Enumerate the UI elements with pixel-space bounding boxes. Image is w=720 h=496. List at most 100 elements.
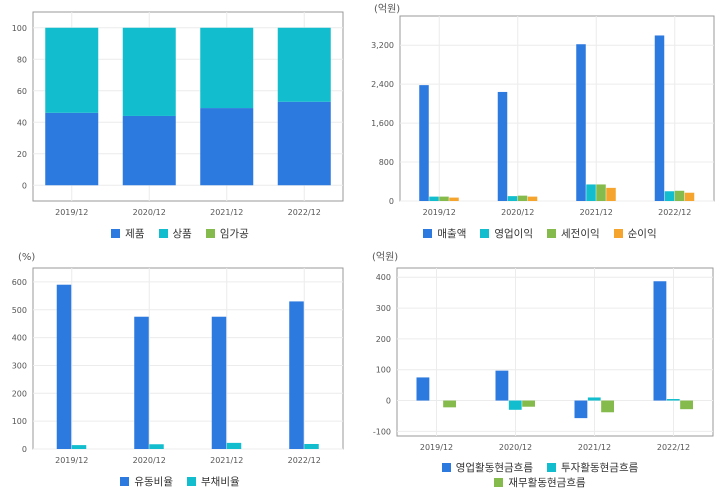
- bar-series-0-2022-12: [654, 35, 665, 202]
- y-tick-label: 200: [12, 389, 27, 398]
- bar-series-3-2021-12: [606, 187, 616, 201]
- chart-ratios: 0 100 200 300 400 500 600 (%) 2019/12 2020/12 2021…: [12, 252, 344, 465]
- legend-product-mix: 제품 상품 임가공: [0, 226, 360, 241]
- y-tick-label: 0: [22, 445, 27, 454]
- y-tick-label: 3,200: [371, 41, 394, 50]
- bar-series-2-2022-12: [674, 190, 685, 201]
- bar-series-1-2022-12: [664, 191, 675, 201]
- legend-label: 투자활동현금흐름: [561, 462, 639, 474]
- legend-item-1[interactable]: 상품: [158, 226, 192, 241]
- y-tick-label: 0: [389, 197, 394, 206]
- x-tick-label: 2021/12: [210, 456, 243, 465]
- bar-series-0-2019-12: [56, 284, 72, 449]
- y-tick-label: 0: [22, 181, 27, 190]
- legend-swatch: [111, 229, 121, 238]
- bar-series-0-2021-12: [576, 44, 586, 201]
- bar-series-1-2019-12: [71, 445, 87, 449]
- legend-label: 세전이익: [561, 228, 600, 240]
- y-tick-label: 40: [17, 118, 27, 127]
- legend-item-1[interactable]: 부채비율: [187, 474, 240, 489]
- legend-item-0[interactable]: 영업활동현금흐름: [441, 460, 533, 475]
- legend-swatch: [547, 229, 556, 238]
- bar-series-0-2020-12: [495, 370, 509, 401]
- x-tick-label: 2019/12: [423, 208, 456, 217]
- y-tick-label: 100: [12, 417, 27, 426]
- legend-swatch: [494, 478, 504, 487]
- bar-series-1-2020-12: [508, 400, 522, 410]
- legend-swatch: [547, 463, 556, 472]
- chart-panel-product-mix: 0 20 40 60 80 100 2019/12 2020/12 2021/12 2022/12…: [0, 0, 360, 248]
- legend-swatch: [441, 463, 451, 472]
- legend-item-2[interactable]: 임가공: [205, 226, 249, 241]
- bar-series-1-2020-12: [149, 444, 164, 449]
- bar-series-2-2021-12: [601, 400, 614, 413]
- bar--2022-12: [277, 27, 331, 102]
- legend-label: 부채비율: [201, 476, 240, 488]
- legend-item-2[interactable]: 재무활동현금흐름: [494, 475, 586, 490]
- bar-series-1-2019-12: [429, 196, 439, 201]
- legend-label: 순이익: [627, 228, 657, 240]
- bar-series-1-2021-12: [226, 442, 242, 449]
- legend-swatch: [423, 229, 433, 238]
- bar-series-2-2019-12: [439, 196, 449, 201]
- y-tick-label: 800: [379, 158, 394, 167]
- x-tick-label: 2022/12: [657, 443, 690, 452]
- legend-item-0[interactable]: 유동비율: [120, 474, 173, 489]
- legend-item-0[interactable]: 매출액: [423, 226, 466, 241]
- bar-series-0-2020-12: [134, 316, 149, 449]
- y-tick-label: 500: [12, 306, 27, 315]
- x-tick-label: 2022/12: [288, 208, 321, 217]
- legend-label: 제품: [125, 228, 145, 240]
- y-tick-label: 300: [12, 361, 27, 370]
- x-tick-label: 2021/12: [580, 208, 613, 217]
- y-tick-label: 400: [12, 334, 27, 343]
- legend-item-0[interactable]: 제품: [111, 226, 145, 241]
- unit-label: (억원): [374, 3, 400, 15]
- bar--2019-12: [45, 112, 99, 186]
- legend-swatch: [158, 229, 168, 238]
- unit-label: (억원): [372, 251, 398, 263]
- legend-swatch: [613, 229, 623, 238]
- x-tick-label: 2020/12: [501, 208, 534, 217]
- bar-series-0-2021-12: [574, 400, 588, 419]
- x-tick-label: 2019/12: [55, 208, 88, 217]
- bar-series-3-2019-12: [449, 197, 459, 201]
- bar-series-2-2020-12: [517, 195, 528, 201]
- chart-panel-cashflow: -100 0 100 200 300 400 (억원) 2019/12 2020/12 2021/…: [360, 248, 720, 496]
- bar-series-1-2020-12: [507, 196, 518, 201]
- bar-series-0-2022-12: [289, 301, 304, 449]
- bar-series-3-2022-12: [684, 192, 695, 201]
- legend-label: 매출액: [437, 228, 467, 240]
- legend-label: 재무활동현금흐름: [508, 477, 586, 489]
- bar-series-3-2020-12: [527, 196, 538, 201]
- bar--2020-12: [122, 115, 176, 186]
- y-tick-label: 300: [376, 304, 391, 313]
- bar-series-1-2021-12: [586, 184, 596, 201]
- legend-label: 영업활동현금흐름: [455, 462, 533, 474]
- bar-series-0-2020-12: [497, 91, 508, 201]
- y-tick-label: 0: [386, 397, 391, 406]
- legend-swatch: [480, 229, 490, 238]
- x-tick-label: 2021/12: [578, 443, 611, 452]
- bar--2021-12: [200, 108, 254, 186]
- x-tick-label: 2020/12: [133, 456, 166, 465]
- x-tick-label: 2022/12: [658, 208, 691, 217]
- x-tick-label: 2020/12: [133, 208, 166, 217]
- legend-item-3[interactable]: 순이익: [613, 226, 657, 241]
- y-tick-label: 100: [12, 24, 27, 33]
- legend-item-2[interactable]: 세전이익: [547, 226, 600, 241]
- x-tick-label: 2021/12: [210, 208, 243, 217]
- chart-product-mix: 0 20 40 60 80 100 2019/12 2020/12 2021/12 2022/12: [12, 11, 344, 217]
- bar-series-2-2021-12: [596, 184, 606, 201]
- bar-series-0-2021-12: [211, 316, 227, 449]
- legend-ratios: 유동비율 부채비율: [0, 474, 360, 489]
- y-tick-label: 1,600: [371, 119, 394, 128]
- legend-label: 상품: [172, 228, 192, 240]
- legend-item-1[interactable]: 투자활동현금흐름: [547, 460, 638, 475]
- legend-swatch: [187, 477, 196, 486]
- legend-item-1[interactable]: 영업이익: [480, 226, 533, 241]
- bar--2021-12: [200, 27, 254, 109]
- legend-swatch: [205, 229, 215, 238]
- bar-series-1-2022-12: [666, 399, 680, 401]
